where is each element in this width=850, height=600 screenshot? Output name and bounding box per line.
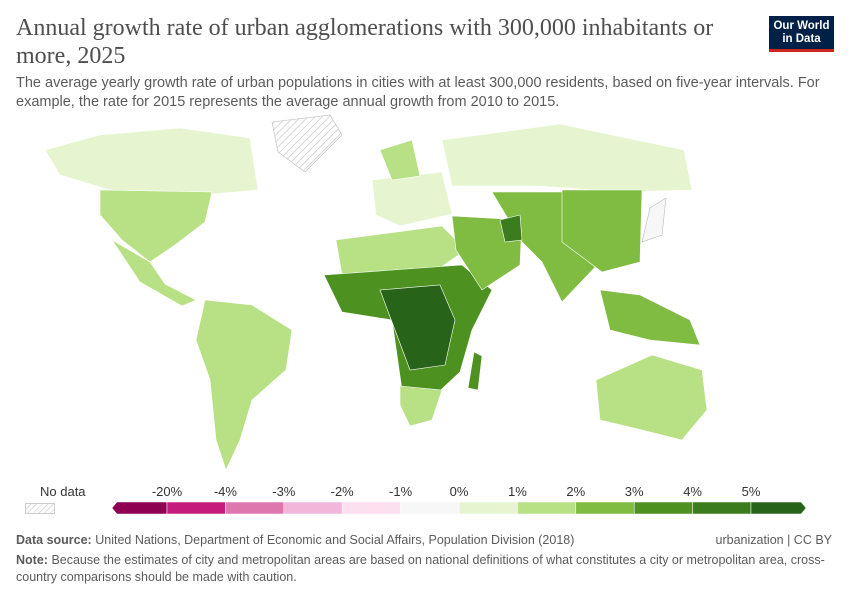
region-afghanistan[interactable] xyxy=(499,214,523,243)
legend: No data -20% -4% -3% -2% -1% 0% 1% 2% 3% 4% 5% xyxy=(0,480,850,520)
region-europe[interactable] xyxy=(371,171,453,227)
source-label: Data source: xyxy=(16,533,92,547)
legend-bin[interactable] xyxy=(633,501,693,515)
no-data-swatch xyxy=(25,503,55,514)
legend-bin[interactable] xyxy=(283,501,343,515)
legend-tick-label: -2% xyxy=(330,484,354,499)
note-text: Because the estimates of city and metrop… xyxy=(16,553,825,584)
no-data-label: No data xyxy=(40,484,86,499)
region-russia[interactable] xyxy=(441,123,693,193)
legend-tick-label: -20% xyxy=(151,484,183,499)
chart-subtitle: The average yearly growth rate of urban … xyxy=(16,75,820,110)
license[interactable]: urbanization | CC BY xyxy=(715,533,833,547)
legend-tick-label: -4% xyxy=(213,484,237,499)
legend-bin[interactable] xyxy=(517,501,577,515)
legend-bin[interactable] xyxy=(400,501,460,515)
region-canada[interactable] xyxy=(44,127,259,196)
region-united-states[interactable] xyxy=(99,189,213,263)
region-greenland[interactable] xyxy=(271,114,343,173)
owid-logo[interactable]: Our World in Data xyxy=(769,16,834,52)
logo-line-2: in Data xyxy=(782,33,821,45)
legend-bin[interactable] xyxy=(458,501,518,515)
region-central-america[interactable] xyxy=(111,239,197,307)
legend-bar xyxy=(111,501,807,515)
note: Note: Because the estimates of city and … xyxy=(16,552,826,586)
chart-title: Annual growth rate of urban agglomeratio… xyxy=(16,15,714,69)
legend-tick-label: -1% xyxy=(389,484,413,499)
logo-line-1: Our World xyxy=(773,20,830,32)
legend-bin[interactable] xyxy=(692,501,752,515)
legend-bin[interactable] xyxy=(750,501,807,515)
region-madagascar[interactable] xyxy=(467,351,483,391)
region-japan[interactable] xyxy=(641,197,667,243)
legend-bin[interactable] xyxy=(225,501,285,515)
legend-tick-label: 3% xyxy=(624,484,644,499)
region-south-america[interactable] xyxy=(195,299,293,471)
note-label: Note: xyxy=(16,553,48,567)
region-central-africa[interactable] xyxy=(379,284,456,371)
legend-tick-label: 2% xyxy=(566,484,586,499)
legend-bin[interactable] xyxy=(341,501,401,515)
region-north-africa[interactable] xyxy=(335,225,467,281)
legend-tick-label: 1% xyxy=(507,484,527,499)
region-china[interactable] xyxy=(561,189,643,273)
legend-tick-label: 4% xyxy=(683,484,702,499)
region-southeast-asia[interactable] xyxy=(599,289,701,346)
region-australia[interactable] xyxy=(595,354,708,441)
legend-tick-label: 5% xyxy=(741,484,761,499)
legend-bin[interactable] xyxy=(111,501,168,515)
legend-bin[interactable] xyxy=(166,501,226,515)
region-southern-africa[interactable] xyxy=(399,385,443,427)
source-text[interactable]: United Nations, Department of Economic a… xyxy=(95,533,575,547)
region-scandinavia[interactable] xyxy=(379,139,421,181)
legend-tick-label: -3% xyxy=(272,484,296,499)
data-source: Data source: United Nations, Department … xyxy=(16,532,574,549)
world-map xyxy=(44,114,708,471)
legend-bin[interactable] xyxy=(575,501,635,515)
legend-tick-label: 0% xyxy=(449,484,469,499)
